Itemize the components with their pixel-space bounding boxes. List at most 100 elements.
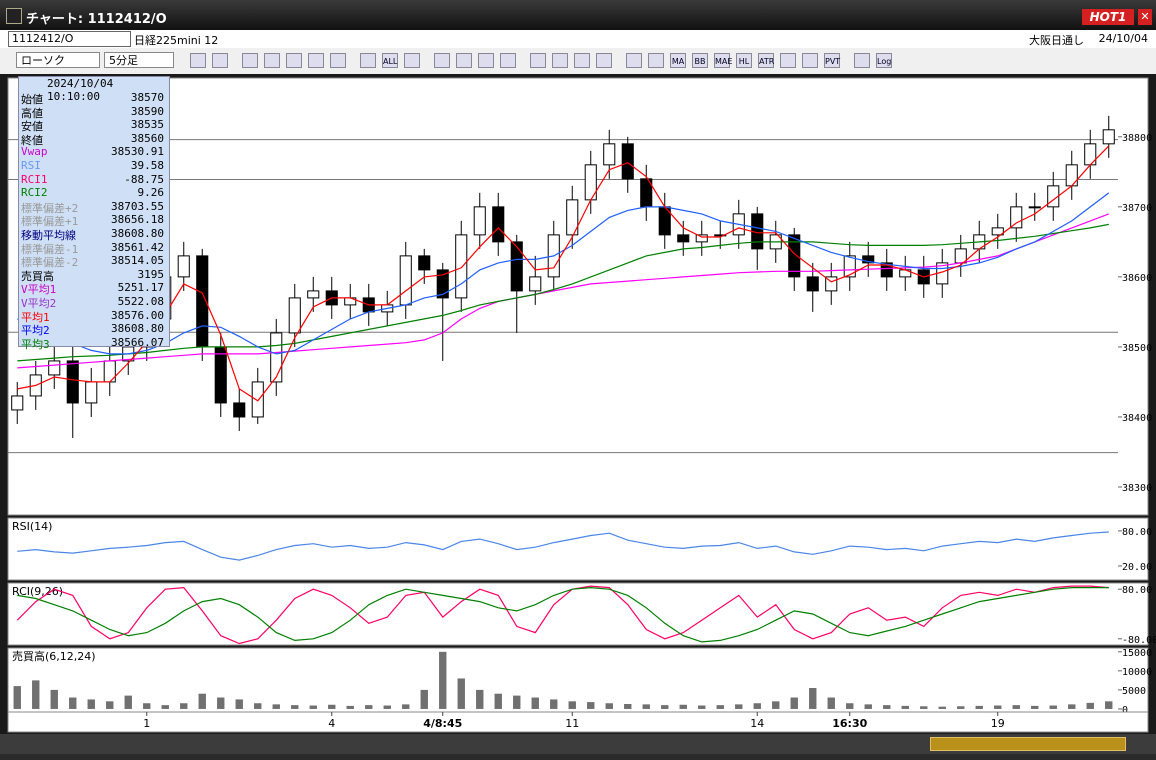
tool-button[interactable]: [626, 53, 642, 68]
candle-body: [1010, 206, 1023, 229]
volume-bar: [550, 699, 558, 709]
tool-button[interactable]: BB: [692, 53, 708, 68]
tool-button[interactable]: [456, 53, 472, 68]
tool-button[interactable]: HL: [736, 53, 752, 68]
date: 24/10/04: [1098, 32, 1148, 45]
volume-bar: [494, 693, 502, 709]
volume-bar: [661, 705, 669, 709]
volume-bar: [161, 705, 169, 709]
volume-bar: [827, 697, 835, 709]
volume-bar: [735, 704, 743, 709]
candle-body: [233, 402, 246, 418]
volume-bar: [568, 701, 576, 709]
info-value: 38514.05: [111, 254, 164, 268]
volume-bar: [605, 703, 613, 709]
candle-body: [806, 276, 819, 292]
candle-body: [714, 234, 727, 237]
tool-button[interactable]: [596, 53, 612, 68]
volume-bar: [994, 705, 1002, 709]
tool-button[interactable]: [854, 53, 870, 68]
info-value: 38530.91: [111, 145, 164, 159]
candle-body: [270, 332, 283, 383]
volume-bar: [439, 651, 447, 709]
volume-bar: [753, 703, 761, 709]
tool-button[interactable]: [264, 53, 280, 68]
info-row: 安値 38535: [21, 118, 166, 133]
tool-button[interactable]: PVT: [824, 53, 840, 68]
symbol-input[interactable]: 1112412/O: [8, 31, 131, 47]
tool-button[interactable]: [242, 53, 258, 68]
scroll-thumb[interactable]: [930, 737, 1126, 751]
tool-button[interactable]: Log: [876, 53, 892, 68]
info-label: 標準偏差-2: [21, 256, 79, 270]
tool-button[interactable]: [190, 53, 206, 68]
volume-bar: [50, 689, 58, 709]
close-button[interactable]: ✕: [1138, 9, 1152, 25]
info-value: 38576.00: [111, 308, 164, 322]
volume-bar: [1049, 705, 1057, 709]
info-row: 売買高 3195: [21, 268, 166, 283]
tool-button[interactable]: [212, 53, 228, 68]
volume-bar: [198, 693, 206, 709]
symbol-bar: 1112412/O 日経225mini 12 大阪日通し 24/10/04: [0, 30, 1156, 48]
info-row: 終値 38560: [21, 132, 166, 147]
x-tick-label: 11: [565, 717, 579, 730]
info-label: 平均1: [21, 310, 50, 324]
chart-type-select[interactable]: ローソク: [16, 52, 100, 68]
tool-button[interactable]: [648, 53, 664, 68]
tool-button[interactable]: [780, 53, 796, 68]
x-tick-label: 4: [328, 717, 335, 730]
volume-bar: [309, 705, 317, 709]
info-value: 39.58: [130, 159, 164, 172]
window-title: チャート: 1112412/O: [26, 12, 167, 27]
tool-button[interactable]: [360, 53, 376, 68]
panel: [7, 517, 1149, 581]
info-label: RCI2: [21, 186, 48, 200]
tool-button[interactable]: [434, 53, 450, 68]
tool-button[interactable]: [802, 53, 818, 68]
candle-body: [11, 395, 24, 411]
tool-button[interactable]: [552, 53, 568, 68]
tool-button[interactable]: [308, 53, 324, 68]
hot-button[interactable]: HOT1: [1082, 9, 1134, 25]
info-value: 38703.55: [111, 199, 164, 213]
tool-button[interactable]: ALL: [382, 53, 398, 68]
volume-bar: [975, 705, 983, 709]
indicator-line: [17, 213, 1110, 369]
tool-button[interactable]: MAE: [714, 53, 732, 68]
candle-body: [954, 248, 967, 264]
tool-button[interactable]: MA: [670, 53, 686, 68]
scrollbar[interactable]: [0, 734, 1156, 754]
panel: [7, 647, 1149, 713]
info-value: 9.26: [137, 186, 165, 200]
volume-bar: [457, 678, 465, 709]
y-tick-label: 10000: [1122, 667, 1152, 678]
volume-bar: [180, 703, 188, 709]
volume-bar: [217, 697, 225, 709]
volume-bar: [531, 697, 539, 709]
candle-body: [455, 234, 468, 299]
tool-button[interactable]: [574, 53, 590, 68]
tool-button[interactable]: [478, 53, 494, 68]
volume-bar: [1012, 705, 1020, 709]
volume-bar: [883, 705, 891, 709]
tool-button[interactable]: ATR: [758, 53, 774, 68]
volume-bar: [920, 706, 928, 709]
tool-button[interactable]: [286, 53, 302, 68]
interval-select[interactable]: 5分足: [104, 52, 174, 68]
indicator-line: [16, 585, 1109, 645]
candle-body: [85, 381, 98, 404]
tool-button[interactable]: [404, 53, 420, 68]
volume-bar: [124, 695, 132, 709]
candle-body: [510, 241, 523, 292]
tool-button[interactable]: [330, 53, 346, 68]
info-row: 平均3 38566.07: [21, 336, 166, 351]
toolbar: ローソク 5分足 ALL MA BB MAE HL ATR PVT Log: [0, 48, 1156, 74]
symbol-name: 日経225mini 12: [134, 34, 219, 47]
tool-button[interactable]: [530, 53, 546, 68]
info-value: 38656.18: [111, 213, 164, 227]
info-value: 38608.80: [111, 227, 164, 240]
indicator-line: [17, 223, 1109, 362]
tool-button[interactable]: [500, 53, 516, 68]
y-tick-label: -80.00: [1122, 635, 1156, 646]
